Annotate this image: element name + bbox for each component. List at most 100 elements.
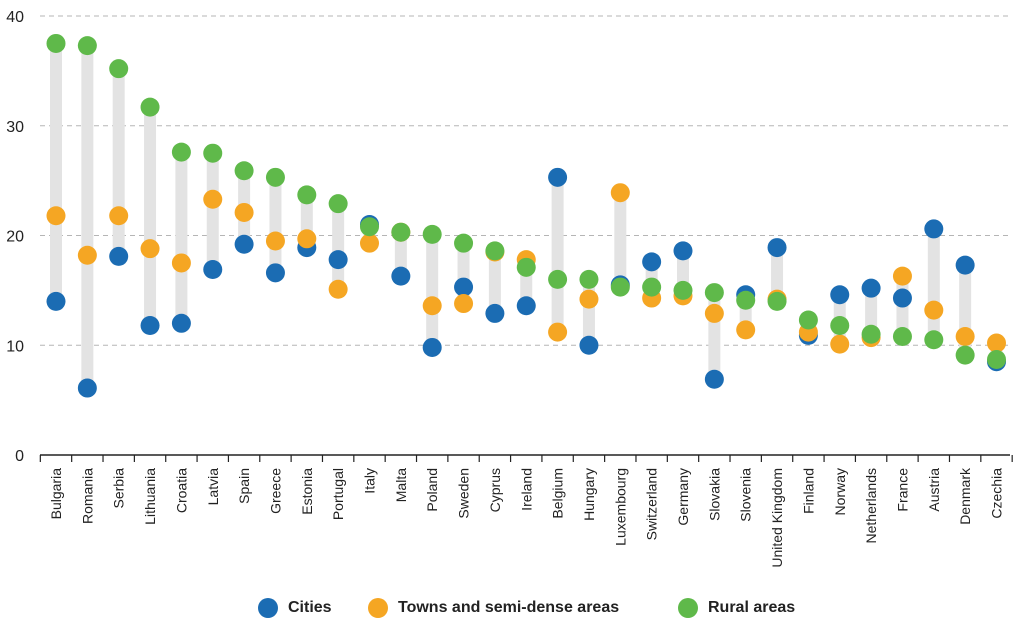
data-point-rural bbox=[77, 36, 97, 56]
data-point-cities bbox=[704, 369, 724, 389]
data-point-towns bbox=[987, 333, 1006, 353]
data-point-towns bbox=[924, 300, 944, 320]
legend: Cities Towns and semi-dense areas Rural … bbox=[0, 598, 1024, 626]
data-point-cities bbox=[548, 167, 568, 187]
x-tick-label: Serbia bbox=[111, 468, 127, 509]
data-point-towns bbox=[704, 303, 724, 323]
y-axis-ticks: 0 10 20 30 40 bbox=[6, 9, 24, 465]
x-tick-label: Portugal bbox=[330, 468, 346, 520]
data-point-towns bbox=[297, 229, 317, 249]
x-tick-label: United Kingdom bbox=[769, 468, 785, 568]
x-tick-label: Italy bbox=[362, 468, 378, 494]
legend-swatch-cities bbox=[258, 598, 278, 618]
data-point-rural bbox=[46, 33, 66, 53]
data-points bbox=[46, 33, 1006, 398]
range-bar bbox=[426, 234, 439, 348]
x-tick-label: Bulgaria bbox=[48, 468, 64, 520]
data-point-towns bbox=[892, 266, 912, 286]
data-point-cities bbox=[955, 255, 975, 275]
data-point-cities bbox=[830, 285, 850, 305]
x-tick-label: Netherlands bbox=[863, 468, 879, 544]
x-tick-label: Latvia bbox=[205, 468, 221, 506]
data-point-cities bbox=[203, 260, 223, 280]
data-point-towns bbox=[265, 231, 285, 251]
data-point-towns bbox=[77, 245, 97, 265]
data-point-cities bbox=[46, 291, 66, 311]
data-point-towns bbox=[422, 296, 442, 316]
data-point-cities bbox=[109, 246, 129, 266]
data-point-cities bbox=[642, 252, 662, 272]
data-point-cities bbox=[265, 263, 285, 283]
data-point-towns bbox=[548, 322, 568, 342]
x-tick-label: Switzerland bbox=[644, 468, 660, 540]
data-point-towns bbox=[203, 189, 223, 209]
data-point-rural bbox=[579, 269, 599, 289]
dot-plot-chart: 0 10 20 30 40 Bulgaria Romania Serbia Lithuania… bbox=[6, 9, 1013, 568]
data-point-cities bbox=[579, 335, 599, 355]
data-point-towns bbox=[454, 294, 474, 314]
x-tick-label: Hungary bbox=[581, 468, 597, 521]
y-tick-label: 10 bbox=[6, 338, 24, 355]
data-point-towns bbox=[46, 206, 66, 226]
legend-swatch-towns bbox=[368, 598, 388, 618]
x-tick-label: Denmark bbox=[957, 467, 973, 525]
y-tick-label: 40 bbox=[6, 9, 24, 26]
data-point-rural bbox=[673, 280, 693, 300]
data-point-rural bbox=[987, 350, 1006, 370]
data-point-cities bbox=[234, 234, 254, 254]
range-bar bbox=[112, 68, 125, 257]
range-bar bbox=[175, 152, 188, 324]
x-tick-label: Norway bbox=[832, 468, 848, 515]
x-tick-label: Ireland bbox=[518, 468, 534, 511]
legend-item-rural: Rural areas bbox=[678, 598, 795, 618]
x-axis bbox=[39, 454, 1013, 462]
data-point-cities bbox=[77, 378, 97, 398]
x-tick-label: Slovakia bbox=[706, 468, 722, 521]
range-bar bbox=[144, 107, 157, 326]
x-tick-label: Germany bbox=[675, 468, 691, 526]
y-tick-label: 30 bbox=[6, 119, 24, 136]
x-tick-label: Belgium bbox=[550, 468, 566, 519]
x-tick-label: Finland bbox=[800, 468, 816, 514]
range-bar bbox=[771, 247, 784, 302]
legend-label-cities: Cities bbox=[288, 599, 332, 616]
x-tick-label: Slovenia bbox=[738, 468, 754, 522]
data-point-rural bbox=[297, 185, 317, 205]
data-point-rural bbox=[642, 277, 662, 297]
data-point-cities bbox=[485, 303, 505, 323]
range-bar bbox=[927, 228, 940, 340]
legend-label-rural: Rural areas bbox=[708, 599, 796, 616]
data-point-rural bbox=[485, 241, 505, 261]
y-tick-label: 0 bbox=[15, 448, 24, 465]
data-point-towns bbox=[360, 233, 379, 253]
data-point-towns bbox=[610, 183, 630, 203]
data-point-towns bbox=[328, 279, 348, 299]
x-tick-label: Cyprus bbox=[487, 468, 503, 512]
range-bar bbox=[332, 203, 345, 290]
y-tick-label: 20 bbox=[6, 229, 24, 246]
data-point-rural bbox=[955, 345, 975, 365]
data-point-cities bbox=[924, 219, 944, 239]
data-point-rural bbox=[203, 143, 223, 163]
data-point-rural bbox=[548, 269, 568, 289]
data-point-rural bbox=[109, 59, 129, 79]
legend-item-towns: Towns and semi-dense areas bbox=[368, 598, 619, 618]
data-point-towns bbox=[234, 202, 254, 222]
range-bar bbox=[488, 250, 501, 314]
data-point-rural bbox=[328, 194, 348, 214]
x-tick-label: Romania bbox=[79, 468, 95, 524]
data-point-rural bbox=[610, 277, 630, 297]
data-point-cities bbox=[140, 315, 160, 335]
data-point-rural bbox=[892, 326, 912, 346]
data-point-rural bbox=[234, 161, 254, 181]
data-point-towns bbox=[109, 206, 129, 226]
x-tick-label: Luxembourg bbox=[612, 468, 628, 546]
data-point-towns bbox=[171, 253, 191, 273]
legend-label-towns: Towns and semi-dense areas bbox=[398, 599, 620, 616]
data-point-rural bbox=[454, 233, 474, 253]
data-point-cities bbox=[422, 337, 442, 357]
data-point-towns bbox=[736, 320, 756, 340]
x-tick-label: Spain bbox=[236, 468, 252, 504]
data-point-rural bbox=[924, 330, 944, 350]
data-point-rural bbox=[830, 315, 850, 335]
